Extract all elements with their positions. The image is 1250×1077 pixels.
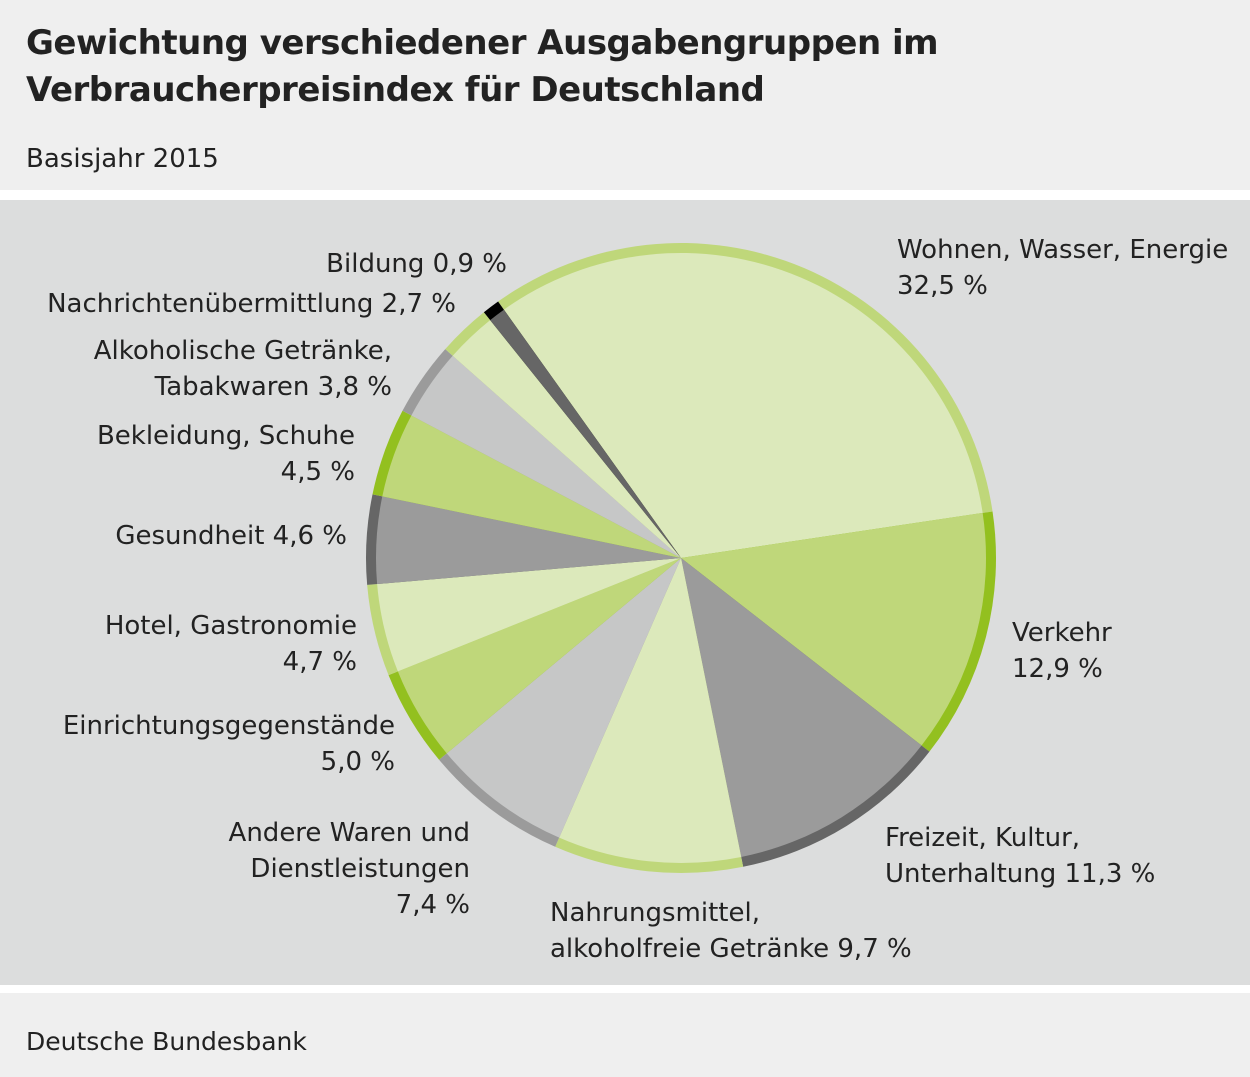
pie-slice-fill: [559, 558, 742, 863]
pie-slice: [439, 558, 681, 847]
slice-label: Andere Waren und Dienstleistungen 7,4 %: [228, 818, 470, 920]
pie-slice: [681, 511, 996, 752]
pie-slice: [498, 243, 993, 559]
slice-label: Nachrichtenübermittlung 2,7 %: [47, 289, 456, 319]
slice-label: Hotel, Gastronomie 4,7 %: [104, 611, 357, 677]
slice-label: Freizeit, Kultur, Unterhaltung 11,3 %: [885, 823, 1156, 889]
pie-slice: [445, 312, 681, 558]
slice-label: Gesundheit 4,6 %: [115, 521, 347, 551]
chart-subtitle: Basisjahr 2015: [26, 144, 219, 174]
pie-slice-fill: [490, 309, 681, 558]
slice-label: Nahrungsmittel, alkoholfreie Getränke 9,7…: [550, 898, 912, 964]
pie-slice-fill: [382, 415, 681, 558]
slice-label: Verkehr 12,9 %: [1012, 618, 1112, 684]
pie-slice: [681, 558, 930, 867]
pie-slice: [483, 301, 681, 558]
pie-chart: [366, 243, 996, 874]
pie-slice: [388, 558, 681, 760]
pie-slice-fill: [503, 253, 983, 559]
pie-slice-fill: [446, 558, 681, 838]
pie-slice: [372, 410, 681, 558]
pie-slice: [555, 558, 744, 874]
pie-slice-fill: [681, 558, 922, 858]
pie-slice-fill: [452, 320, 681, 558]
header-panel: Gewichtung verschiedener Ausgabengruppen…: [0, 0, 1250, 190]
pie-slice: [402, 349, 681, 558]
pie-slice-fill: [411, 355, 681, 558]
slice-label: Einrichtungsgegenstände 5,0 %: [62, 711, 395, 777]
source-note: Deutsche Bundesbank: [26, 1027, 307, 1056]
chart-title: Gewichtung verschiedener Ausgabengruppen…: [26, 23, 939, 110]
pie-slice-fill: [377, 558, 681, 672]
slice-label: Alkoholische Getränke, Tabakwaren 3,8 %: [93, 336, 392, 402]
slice-label: Wohnen, Wasser, Energie 32,5 %: [897, 235, 1229, 301]
footer-panel: [0, 993, 1250, 1077]
pie-slice: [367, 558, 681, 676]
slice-label: Bekleidung, Schuhe 4,5 %: [96, 421, 355, 487]
pie-slice-fill: [375, 496, 681, 585]
pie-slice: [366, 494, 681, 585]
plot-area: Wohnen, Wasser, Energie 32,5 % Verkehr 12,9…: [0, 200, 1250, 985]
pie-slice-fill: [397, 558, 681, 754]
slice-label: Bildung 0,9 %: [326, 249, 507, 279]
pie-slice-fill: [681, 512, 986, 746]
